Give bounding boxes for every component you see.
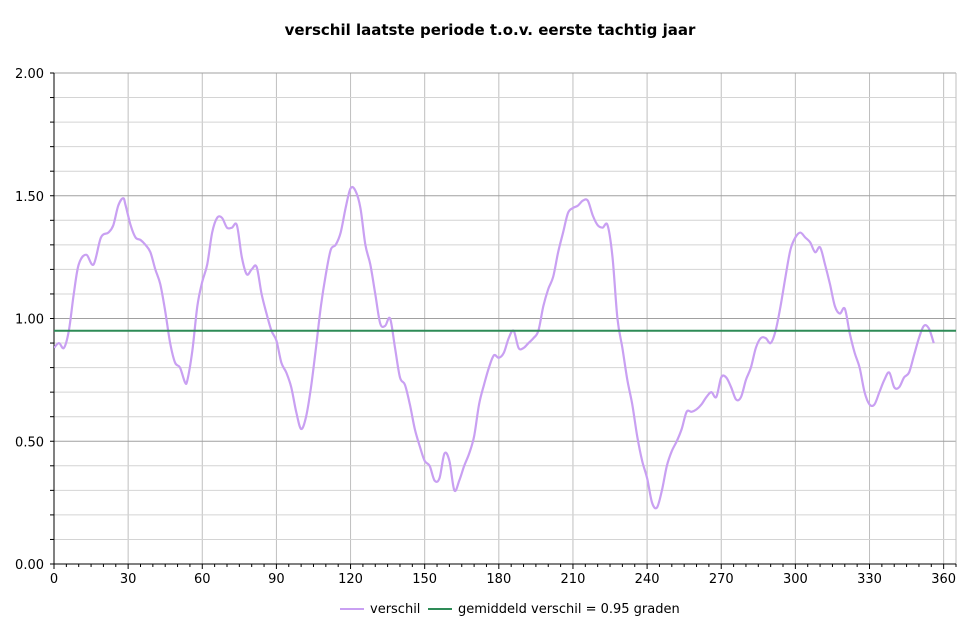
x-tick-label: 300 — [783, 572, 808, 587]
legend-label: gemiddeld verschil = 0.95 graden — [458, 602, 680, 617]
x-tick-label: 30 — [120, 572, 137, 587]
x-tick-label: 60 — [194, 572, 211, 587]
y-tick-label: 2.00 — [15, 67, 44, 82]
x-tick-label: 210 — [561, 572, 586, 587]
y-tick-label: 0.50 — [15, 435, 44, 450]
x-tick-label: 90 — [268, 572, 285, 587]
x-tick-label: 270 — [709, 572, 734, 587]
chart-title: verschil laatste periode t.o.v. eerste t… — [285, 21, 696, 39]
x-tick-label: 180 — [486, 572, 511, 587]
y-tick-label: 1.50 — [15, 190, 44, 205]
y-tick-label: 0.00 — [15, 558, 44, 573]
x-tick-label: 120 — [338, 572, 363, 587]
legend-label: verschil — [370, 602, 420, 617]
x-tick-label: 240 — [635, 572, 660, 587]
series-layer — [54, 185, 956, 510]
x-tick-label: 330 — [857, 572, 882, 587]
y-tick-label: 1.00 — [15, 313, 44, 328]
x-tick-label: 360 — [931, 572, 956, 587]
axes: 0 30 60 90 120 150 180 210 240 270 300 330 360 0.00 0.… — [15, 67, 957, 587]
x-tick-label: 150 — [412, 572, 437, 587]
legend: verschil gemiddeld verschil = 0.95 graden — [340, 602, 680, 617]
grid — [54, 72, 957, 564]
x-tick-label: 0 — [50, 572, 58, 587]
series-line-verschil — [54, 185, 935, 510]
